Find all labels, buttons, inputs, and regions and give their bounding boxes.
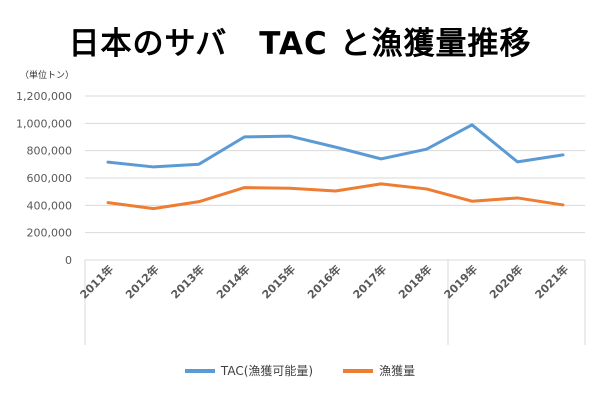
legend-label-catch: 漁獲量 bbox=[379, 364, 416, 378]
legend-item-tac: TAC(漁獲可能量) bbox=[184, 362, 314, 379]
y-tick-label: 0 bbox=[65, 254, 72, 267]
x-tick-label: 2012年 bbox=[122, 262, 161, 301]
legend-item-catch: 漁獲量 bbox=[343, 362, 415, 379]
y-tick-label: 200,000 bbox=[27, 227, 73, 240]
x-tick-label: 2011年 bbox=[77, 262, 116, 301]
x-tick-label: 2013年 bbox=[168, 262, 207, 301]
unit-label: （単位トン） bbox=[20, 71, 75, 81]
legend-label-tac: TAC(漁獲可能量) bbox=[220, 364, 314, 378]
legend-swatch-tac bbox=[184, 368, 215, 373]
series-line-tac bbox=[106, 123, 565, 169]
x-tick-label: 2019年 bbox=[441, 262, 480, 301]
x-tick-label: 2016年 bbox=[304, 262, 343, 301]
legend-swatch-catch bbox=[343, 368, 374, 373]
y-tick-label: 800,000 bbox=[27, 145, 73, 158]
x-tick-label: 2015年 bbox=[259, 262, 298, 301]
y-tick-label: 400,000 bbox=[27, 199, 73, 212]
legend: TAC(漁獲可能量) 漁獲量 bbox=[0, 362, 600, 379]
chart-title: 日本のサバ TAC と漁獲量推移 bbox=[68, 26, 532, 62]
x-tick-label: 2018年 bbox=[395, 262, 434, 301]
x-tick-label: 2020年 bbox=[486, 262, 525, 301]
x-tick-label: 2017年 bbox=[350, 262, 389, 301]
y-tick-label: 1,200,000 bbox=[16, 90, 72, 103]
y-tick-label: 1,000,000 bbox=[16, 117, 72, 130]
x-tick-label: 2014年 bbox=[213, 262, 252, 301]
x-tick-label: 2021年 bbox=[532, 262, 571, 301]
y-tick-label: 600,000 bbox=[27, 172, 73, 185]
